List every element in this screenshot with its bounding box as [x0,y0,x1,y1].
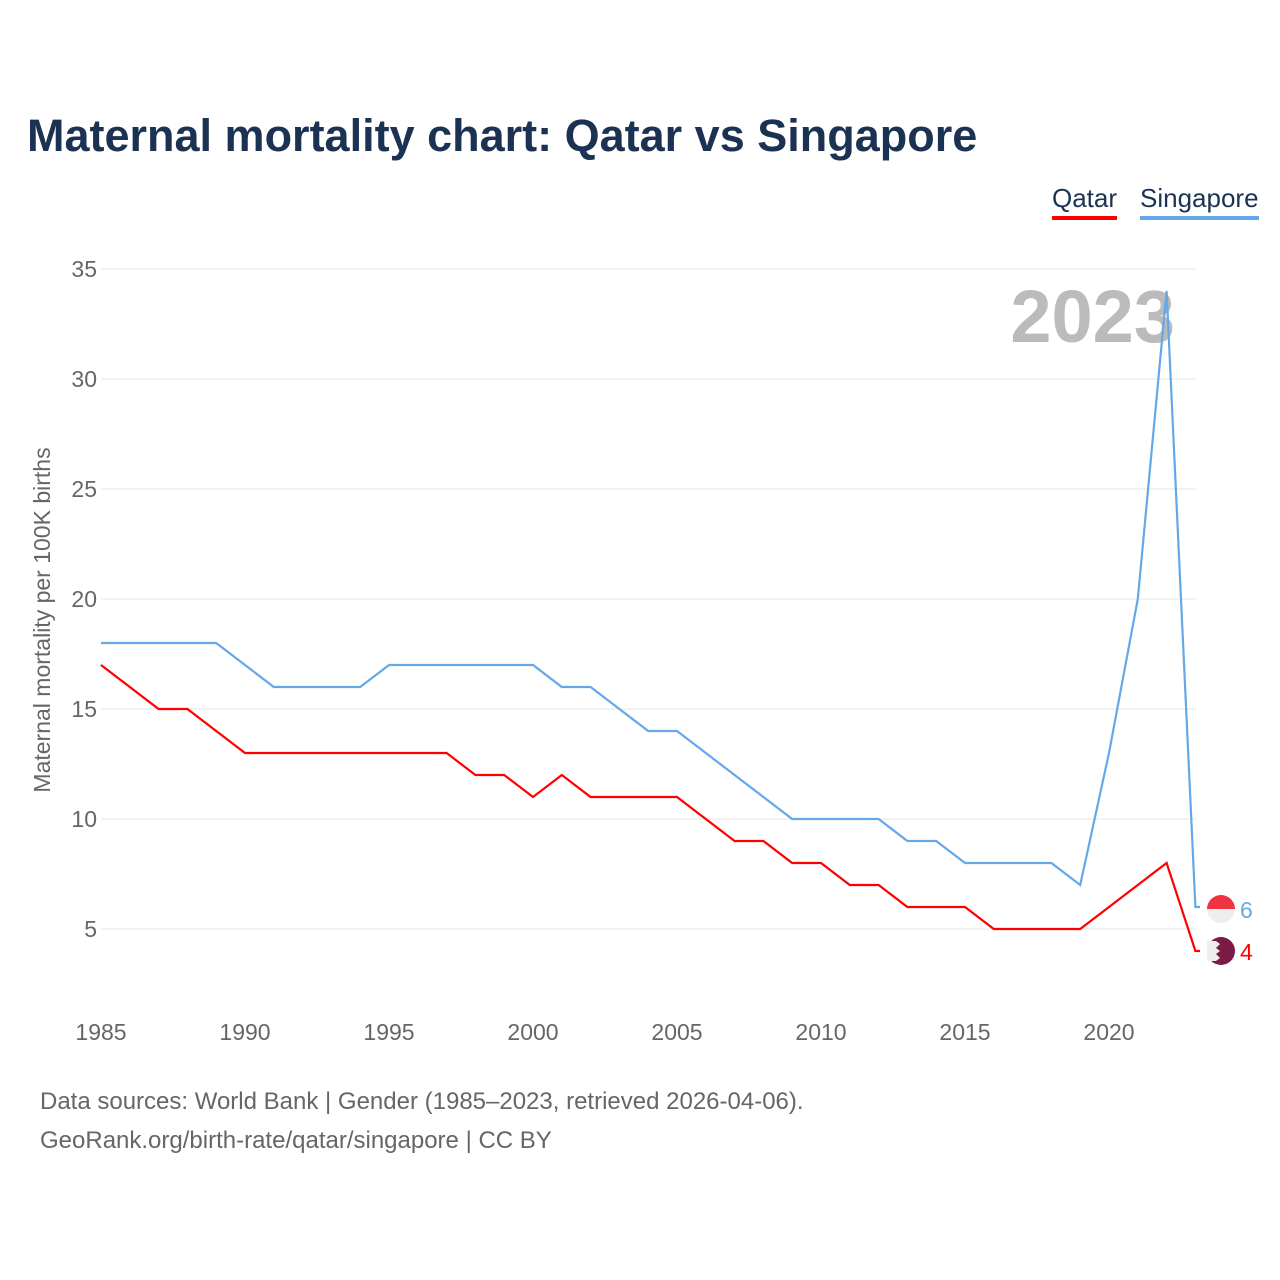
singapore-flag-icon-lower [1207,909,1235,923]
legend-qatar[interactable]: Qatar [1052,183,1118,220]
x-tick-label: 2000 [507,1019,558,1045]
x-tick-label: 2020 [1083,1019,1134,1045]
series-line-singapore [101,290,1200,909]
x-tick-label: 2005 [651,1019,702,1045]
end-value-label-singapore: 6 [1240,897,1253,923]
footer-sources: Data sources: World Bank | Gender (1985–… [40,1088,804,1115]
y-tick-label: 20 [71,586,97,612]
y-tick-label: 35 [71,256,97,282]
chart-title: Maternal mortality chart: Qatar vs Singa… [27,110,978,161]
x-tick-label: 1990 [219,1019,270,1045]
end-value-label-qatar: 4 [1240,939,1253,965]
y-tick-label: 15 [71,696,97,722]
footer-url: GeoRank.org/birth-rate/qatar/singapore |… [40,1127,552,1154]
y-axis-label: Maternal mortality per 100K births [29,447,55,792]
series-line-qatar [100,664,1200,953]
x-tick-label: 1995 [363,1019,414,1045]
x-tick-label: 2010 [795,1019,846,1045]
y-tick-label: 5 [84,916,97,942]
singapore-flag-icon [1207,895,1235,909]
year-watermark: 2023 [1010,275,1175,358]
qatar-flag-icon-white [1207,941,1220,961]
x-tick-label: 2015 [939,1019,990,1045]
y-tick-label: 30 [71,366,97,392]
legend-singapore[interactable]: Singapore [1140,183,1259,220]
y-tick-label: 10 [71,806,97,832]
x-tick-label: 1985 [75,1019,126,1045]
y-tick-label: 25 [71,476,97,502]
